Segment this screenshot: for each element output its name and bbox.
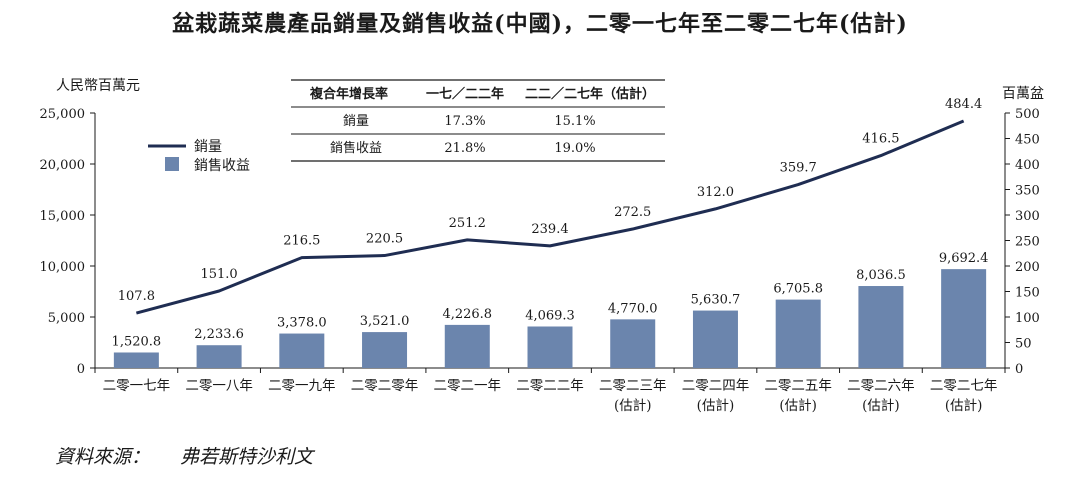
line-value-label: 359.7 <box>780 161 817 176</box>
bar-value-label: 5,630.7 <box>691 293 741 308</box>
cagr-header-period2: 二二／二七年（估計） <box>525 86 655 102</box>
x-axis-labels: 二零一七年 二零一八年 二零一九年 二零二零年 二零二一年 二零二二年 二零二三年 (估計) 二… <box>103 378 998 414</box>
bar <box>527 326 573 368</box>
line-value-label: 107.8 <box>118 289 155 304</box>
cagr-row-volume-p1: 17.3% <box>444 114 485 129</box>
x-tick-label: 二零二七年 <box>930 378 998 394</box>
line-value-label: 216.5 <box>283 234 320 249</box>
y-right-tick-label: 150 <box>1015 286 1040 301</box>
bar-value-label: 2,233.6 <box>194 327 244 342</box>
bar <box>858 286 904 368</box>
cagr-table: 複合年增長率 一七／二二年 二二／二七年（估計） 銷量 17.3% 15.1% … <box>291 79 665 162</box>
y-right-tick-label: 350 <box>1015 184 1040 199</box>
bar <box>279 333 325 368</box>
bar <box>113 352 159 368</box>
y-left-tick-label: 5,000 <box>48 311 85 326</box>
bar <box>362 332 408 368</box>
x-tick-label: 二零二三年 <box>599 378 667 394</box>
source-note: 資料來源： 弗若斯特沙利文 <box>55 442 313 469</box>
y-right-tick-label: 100 <box>1015 311 1040 326</box>
line-value-label: 312.0 <box>697 185 734 200</box>
bar <box>692 310 738 368</box>
legend-label-volume: 銷量 <box>194 139 222 155</box>
x-tick-label: 二零二六年 <box>847 378 915 394</box>
y-left-tick-label: 10,000 <box>40 260 86 275</box>
y-left-tick-label: 15,000 <box>40 209 86 224</box>
line-series: 107.8 151.0 216.5 220.5 251.2 239.4 272.5 312.0… <box>118 97 982 315</box>
source-name: 弗若斯特沙利文 <box>180 446 314 468</box>
bar <box>775 299 821 368</box>
line-value-label: 272.5 <box>614 205 651 220</box>
bar-value-label: 9,692.4 <box>939 251 989 266</box>
y-right-tick-label: 200 <box>1015 260 1040 275</box>
line-value-label: 251.2 <box>449 216 486 231</box>
cagr-header-period1: 一七／二二年 <box>426 86 504 102</box>
bar-labels: 1,520.8 2,233.6 3,378.0 3,521.0 4,226.8 4,069… <box>112 251 989 349</box>
line-value-label: 239.4 <box>531 222 568 237</box>
x-tick-label: 二零二四年 <box>682 378 750 394</box>
x-tick-label: 二零二一年 <box>434 378 502 394</box>
y-right-axis-label: 百萬盆 <box>1002 86 1044 102</box>
cagr-row-volume-p2: 15.1% <box>554 114 595 129</box>
x-tick-label: (估計) <box>945 398 983 414</box>
legend: 銷量 銷售收益 <box>148 139 250 174</box>
y-left-tick-label: 20,000 <box>40 158 86 173</box>
line-value-label: 220.5 <box>366 232 403 247</box>
y-left-tick-label: 25,000 <box>40 107 86 122</box>
cagr-row-revenue-p2: 19.0% <box>554 141 595 156</box>
y-right-tick-label: 300 <box>1015 209 1040 224</box>
y-right-tick-label: 0 <box>1015 362 1023 377</box>
bar-value-label: 6,705.8 <box>773 282 823 297</box>
bar-value-label: 4,069.3 <box>525 308 575 323</box>
legend-bar-swatch <box>165 157 179 171</box>
x-tick-label: 二零一八年 <box>185 378 253 394</box>
x-tick-label: 二零二二年 <box>516 378 584 394</box>
x-tick-label: 二零二零年 <box>351 378 419 394</box>
bar-value-label: 4,770.0 <box>608 301 658 316</box>
y-left-tick-label: 0 <box>77 362 85 377</box>
bar <box>610 319 656 368</box>
line-value-label: 151.0 <box>200 267 237 282</box>
bar-value-label: 3,521.0 <box>360 314 410 329</box>
bar <box>941 269 987 368</box>
bar-series <box>113 269 987 368</box>
x-tick-label: (估計) <box>779 398 817 414</box>
bar <box>196 345 242 368</box>
bar-value-label: 1,520.8 <box>112 334 162 349</box>
cagr-row-revenue-label: 銷售收益 <box>330 140 382 156</box>
y-right-tick-label: 400 <box>1015 158 1040 173</box>
line-value-label: 484.4 <box>945 97 982 112</box>
source-label: 資料來源： <box>55 446 151 468</box>
x-tick-label: (估計) <box>862 398 900 414</box>
axes: 0 5,000 10,000 15,000 20,000 25,000 0 50 100 150 2… <box>40 107 1040 377</box>
legend-label-revenue: 銷售收益 <box>194 158 250 174</box>
cagr-row-volume-label: 銷量 <box>343 113 369 129</box>
line-value-label: 416.5 <box>862 132 899 147</box>
combo-chart: 人民幣百萬元 百萬盆 銷量 銷售收益 複合年增長率 一七／二二年 二二／二七年（… <box>40 78 1045 414</box>
y-right-tick-label: 50 <box>1015 337 1032 352</box>
cagr-row-revenue-p1: 21.8% <box>444 141 485 156</box>
x-tick-label: (估計) <box>614 398 652 414</box>
y-right-tick-label: 250 <box>1015 235 1040 250</box>
y-left-axis-label: 人民幣百萬元 <box>56 78 140 94</box>
cagr-header-metric: 複合年增長率 <box>309 86 388 102</box>
volume-line <box>135 119 965 315</box>
bar-value-label: 4,226.8 <box>442 307 492 322</box>
bar-value-label: 3,378.0 <box>277 316 327 331</box>
x-tick-label: 二零一九年 <box>268 378 336 394</box>
x-tick-label: 二零二五年 <box>764 378 832 394</box>
x-tick-label: (估計) <box>697 398 735 414</box>
y-right-tick-label: 450 <box>1015 133 1040 148</box>
chart-title: 盆栽蔬菜農產品銷量及銷售收益(中國)，二零一七年至二零二七年(估計) <box>172 11 908 37</box>
x-tick-label: 二零一七年 <box>103 378 171 394</box>
y-right-tick-label: 500 <box>1015 107 1040 122</box>
bar-value-label: 8,036.5 <box>856 268 906 283</box>
bar <box>444 324 490 368</box>
